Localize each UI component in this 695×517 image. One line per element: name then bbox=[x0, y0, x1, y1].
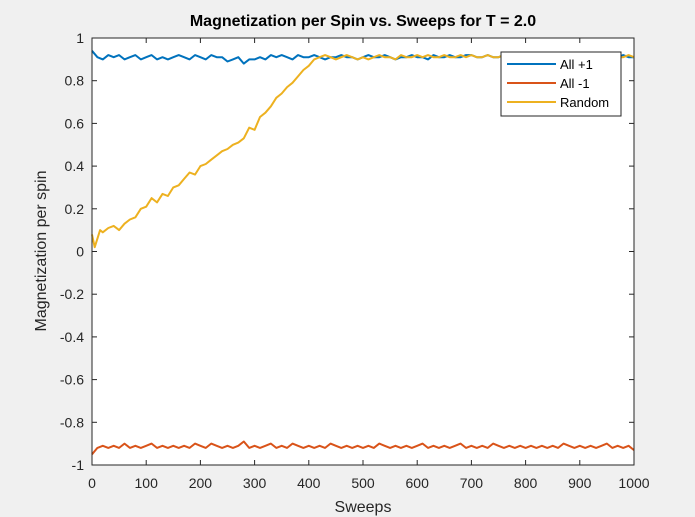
y-tick-label: 0.6 bbox=[65, 115, 85, 131]
y-tick-label: -0.8 bbox=[60, 414, 84, 430]
x-axis-label: Sweeps bbox=[335, 499, 392, 516]
x-tick-label: 600 bbox=[406, 475, 430, 491]
x-tick-label: 400 bbox=[297, 475, 321, 491]
y-tick-label: 0.2 bbox=[65, 201, 85, 217]
x-tick-label: 200 bbox=[189, 475, 213, 491]
x-tick-label: 700 bbox=[460, 475, 484, 491]
x-tick-label: 100 bbox=[135, 475, 159, 491]
y-tick-label: 0.8 bbox=[65, 73, 85, 89]
legend: All +1 All -1 Random bbox=[500, 51, 622, 117]
y-tick-label: -0.2 bbox=[60, 286, 84, 302]
y-tick-label: 0.4 bbox=[65, 158, 85, 174]
x-tick-label: 800 bbox=[514, 475, 538, 491]
x-tick-label: 300 bbox=[243, 475, 267, 491]
legend-label-2: All -1 bbox=[560, 76, 590, 91]
x-tick-label: 500 bbox=[351, 475, 375, 491]
y-tick-label: 1 bbox=[76, 30, 84, 46]
series-line-2 bbox=[91, 440, 635, 455]
y-tick-label: 0 bbox=[76, 244, 84, 260]
y-axis-label: Magnetization per spin bbox=[33, 171, 50, 332]
y-tick-label: -0.6 bbox=[60, 372, 84, 388]
x-tick-label: 900 bbox=[568, 475, 592, 491]
legend-label-1: All +1 bbox=[560, 57, 593, 72]
x-tick-label: 1000 bbox=[618, 475, 649, 491]
chart-title: Magnetization per Spin vs. Sweeps for T … bbox=[190, 13, 536, 30]
x-tick-label: 0 bbox=[88, 475, 96, 491]
y-tick-label: -0.4 bbox=[60, 329, 84, 345]
y-tick-label: -1 bbox=[72, 457, 85, 473]
legend-label-3: Random bbox=[560, 95, 609, 110]
ticks-layer: 0 100 200 300 400 500 600 700 800 900 1000 -1 -0.8 -0… bbox=[60, 30, 650, 491]
